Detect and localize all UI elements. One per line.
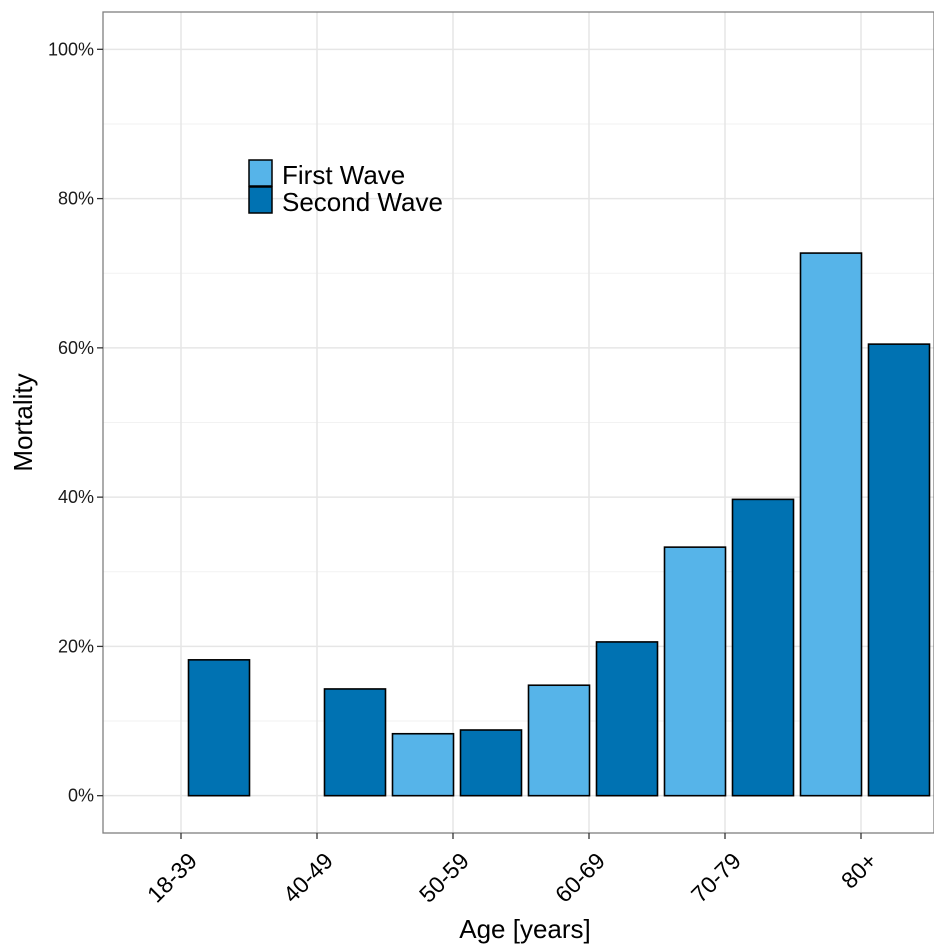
x-tick-label: 50-59 [414, 848, 474, 908]
bar-second-wave-70-79 [731, 498, 795, 797]
y-tick-label: 100% [48, 39, 94, 59]
bar-second-wave-60-69 [595, 641, 659, 797]
legend-swatch-first-wave [248, 159, 273, 187]
y-tick-label: 40% [58, 487, 94, 507]
y-tick-label: 0% [68, 786, 94, 806]
x-tick-label: 80+ [836, 848, 882, 894]
x-tick-label: 70-79 [686, 848, 746, 908]
x-axis-title: Age [years] [459, 914, 591, 944]
y-tick-label: 60% [58, 338, 94, 358]
legend-label-first-wave: First Wave [282, 160, 405, 190]
x-tick-label: 18-39 [142, 848, 202, 908]
legend: First Wave Second Wave [248, 159, 443, 217]
bar-first-wave-70-79 [663, 546, 727, 797]
bar-first-wave-80+ [799, 252, 863, 797]
bar-second-wave-50-59 [459, 729, 523, 797]
bar-first-wave-50-59 [391, 732, 455, 797]
bar-first-wave-60-69 [527, 684, 591, 797]
y-tick-label: 20% [58, 636, 94, 656]
x-tick-label: 60-69 [550, 848, 610, 908]
bar-second-wave-40-49 [323, 688, 387, 797]
legend-swatch-second-wave [248, 186, 273, 214]
bar-second-wave-18-39 [187, 659, 251, 797]
legend-label-second-wave: Second Wave [282, 187, 443, 217]
bars [187, 252, 931, 797]
plot-border [102, 11, 934, 834]
y-axis-title: Mortality [8, 373, 38, 471]
x-tick-label: 40-49 [278, 848, 338, 908]
bar-second-wave-80+ [867, 343, 931, 797]
y-tick-label: 80% [58, 189, 94, 209]
